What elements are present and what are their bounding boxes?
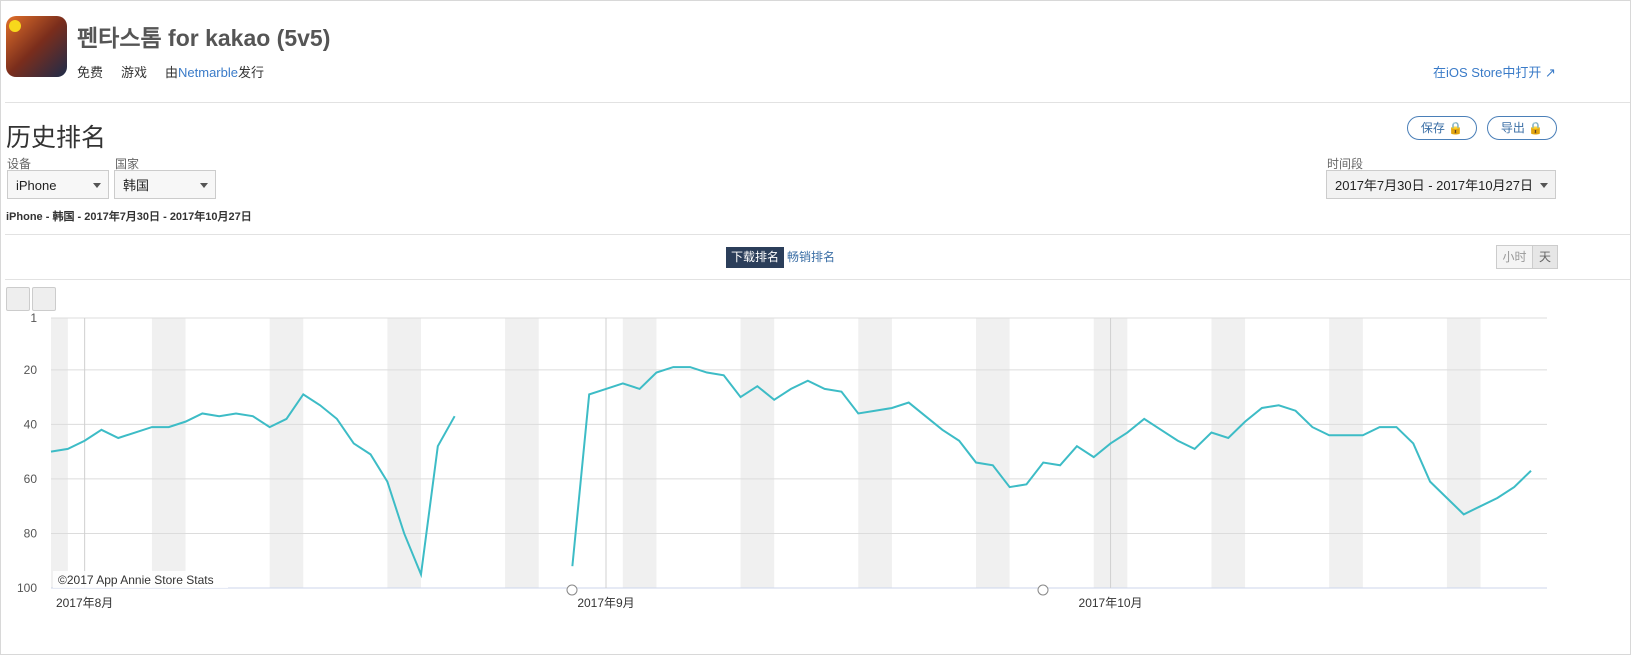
weekend-band	[1329, 318, 1363, 588]
device-label: 设备	[7, 157, 32, 171]
period-select[interactable]: 2017年7月30日 - 2017年10月27日	[1326, 170, 1556, 199]
y-tick-label: 1	[30, 311, 37, 325]
country-label: 国家	[115, 157, 140, 171]
publisher-line: 由Netmarble发行	[165, 62, 264, 81]
credit: ©2017 App Annie Store Stats	[58, 573, 214, 587]
weekend-band	[976, 318, 1010, 588]
filter-summary: iPhone - 韩国 - 2017年7月30日 - 2017年10月27日	[6, 211, 252, 223]
save-button[interactable]: 保存 🔒	[1407, 116, 1477, 140]
store-link-text: 在iOS Store中打开	[1433, 65, 1542, 80]
weekend-band	[1446, 318, 1481, 588]
device-value: iPhone	[16, 178, 57, 193]
granularity-button[interactable]: 小时	[1496, 245, 1533, 269]
period-label: 时间段	[1327, 157, 1364, 171]
divider	[5, 279, 1630, 280]
export-button[interactable]: 导出 🔒	[1487, 116, 1557, 140]
country-value: 韩国	[123, 178, 150, 193]
zoom-button[interactable]	[32, 287, 56, 311]
store-link[interactable]: 在iOS Store中打开 ↗	[1433, 65, 1556, 80]
tab[interactable]: 畅销排名	[787, 250, 836, 264]
weekend-band	[622, 318, 657, 588]
weekend-band	[740, 318, 775, 588]
app-icon	[6, 16, 67, 77]
weekend-band	[858, 318, 892, 588]
publisher-suffix: 发行	[237, 65, 264, 80]
y-tick-label: 20	[24, 363, 38, 377]
y-tick-label: 100	[17, 581, 37, 595]
credit-bg	[53, 571, 228, 588]
save-label: 保存	[1420, 121, 1445, 135]
weekend-band	[151, 318, 186, 588]
y-tick-label: 80	[24, 526, 38, 540]
rank-line	[50, 366, 1532, 579]
divider	[5, 234, 1630, 235]
tab[interactable]: 下载排名	[726, 247, 785, 268]
weekend-band	[505, 318, 539, 588]
export-label: 导出	[1500, 121, 1525, 135]
granularity-button[interactable]: 天	[1532, 245, 1558, 269]
x-tick-label: 2017年10月	[1079, 596, 1143, 610]
y-tick-label: 60	[24, 472, 38, 486]
x-tick-label: 2017年8月	[56, 596, 113, 610]
weekend-band	[1211, 318, 1246, 588]
annotation-marker	[1037, 584, 1049, 596]
publisher-link[interactable]: Netmarble	[178, 65, 238, 80]
icon-badge	[9, 20, 21, 32]
device-select[interactable]: iPhone	[7, 170, 109, 199]
section-title: 历史排名	[6, 124, 107, 152]
x-tick-label: 2017年9月	[577, 596, 634, 610]
divider	[5, 102, 1630, 103]
weekend-band	[269, 318, 304, 588]
reset-zoom-button[interactable]	[6, 287, 30, 311]
country-select[interactable]: 韩国	[114, 170, 216, 199]
weekend-band	[387, 318, 421, 588]
period-value: 2017年7月30日 - 2017年10月27日	[1335, 178, 1534, 193]
y-tick-label: 40	[24, 417, 38, 431]
annotation-marker	[566, 584, 578, 596]
genre: 游戏	[121, 65, 148, 80]
app-title: 펜타스톰 for kakao (5v5)	[77, 25, 331, 51]
publisher-prefix: 由	[165, 65, 179, 80]
price: 免费	[77, 65, 104, 80]
weekend-band	[51, 318, 68, 588]
